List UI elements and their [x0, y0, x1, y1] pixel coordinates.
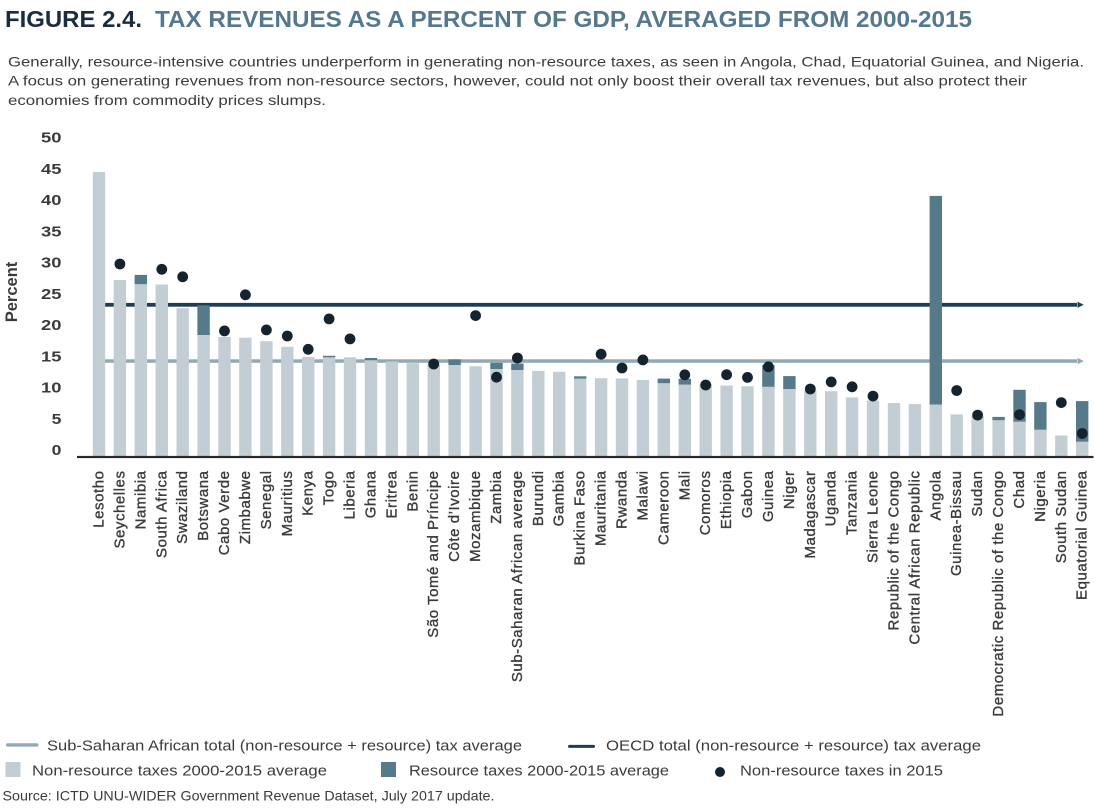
- svg-text:Botswana: Botswana: [195, 470, 212, 540]
- svg-text:TAX REVENUES AS A PERCENT OF G: TAX REVENUES AS A PERCENT OF GDP, AVERAG…: [155, 6, 972, 32]
- svg-text:Zimbabwe: Zimbabwe: [237, 471, 254, 545]
- svg-text:Nigeria: Nigeria: [1032, 470, 1049, 521]
- svg-text:35: 35: [41, 224, 62, 240]
- svg-text:Rwanda: Rwanda: [614, 470, 631, 528]
- svg-text:Niger: Niger: [781, 471, 798, 510]
- svg-text:Ghana: Ghana: [363, 470, 380, 518]
- svg-text:Republic of the Congo: Republic of the Congo: [886, 471, 903, 631]
- svg-text:Togo: Togo: [321, 471, 338, 506]
- svg-text:Swaziland: Swaziland: [174, 471, 191, 544]
- svg-text:Uganda: Uganda: [823, 470, 840, 526]
- svg-text:South Africa: South Africa: [153, 470, 170, 558]
- svg-text:Sierra Leone: Sierra Leone: [865, 471, 882, 564]
- svg-text:Guinea: Guinea: [760, 470, 777, 522]
- svg-text:45: 45: [41, 162, 62, 178]
- svg-text:Namibia: Namibia: [132, 470, 149, 529]
- svg-text:South Sudan: South Sudan: [1053, 471, 1070, 564]
- svg-text:Mauritania: Mauritania: [593, 470, 610, 546]
- svg-text:Lesotho: Lesotho: [91, 471, 108, 528]
- svg-text:Gambia: Gambia: [551, 470, 568, 526]
- svg-text:Seychelles: Seychelles: [111, 471, 128, 549]
- svg-text:Benin: Benin: [404, 471, 421, 512]
- svg-text:Liberia: Liberia: [342, 470, 359, 519]
- svg-text:Mali: Mali: [676, 471, 693, 501]
- svg-text:Kenya: Kenya: [300, 470, 317, 515]
- svg-text:Central African Republic: Central African Republic: [906, 471, 923, 645]
- svg-text:Zambia: Zambia: [488, 470, 505, 523]
- svg-text:Malawi: Malawi: [634, 471, 651, 521]
- svg-text:30: 30: [41, 256, 62, 272]
- svg-text:Non-resource taxes in 2015: Non-resource taxes in 2015: [740, 763, 943, 780]
- svg-text:40: 40: [41, 193, 62, 209]
- svg-text:Guinea-Bissau: Guinea-Bissau: [948, 471, 965, 577]
- svg-text:Sub-Saharan African total (non: Sub-Saharan African total (non-resource …: [47, 737, 522, 754]
- svg-text:Comoros: Comoros: [697, 471, 714, 536]
- svg-text:Sudan: Sudan: [969, 471, 986, 517]
- svg-text:0: 0: [52, 443, 62, 459]
- svg-text:Cameroon: Cameroon: [655, 471, 672, 545]
- svg-text:25: 25: [41, 287, 62, 303]
- svg-text:Source: ICTD UNU-WIDER Governm: Source: ICTD UNU-WIDER Government Revenu…: [3, 789, 495, 804]
- svg-text:Democratic Republic of the Con: Democratic Republic of the Congo: [990, 471, 1007, 717]
- svg-text:Gabon: Gabon: [739, 471, 756, 519]
- svg-text:Non-resource taxes 2000-2015 a: Non-resource taxes 2000-2015 average: [32, 763, 327, 780]
- svg-text:São Tomé and Príncipe: São Tomé and Príncipe: [425, 471, 442, 638]
- svg-text:Chad: Chad: [1011, 471, 1028, 509]
- svg-text:Mozambique: Mozambique: [467, 471, 484, 562]
- svg-text:Madagascar: Madagascar: [802, 471, 819, 559]
- svg-text:Percent: Percent: [3, 261, 21, 322]
- svg-text:20: 20: [41, 318, 62, 334]
- svg-text:5: 5: [52, 412, 62, 428]
- svg-text:Senegal: Senegal: [258, 471, 275, 530]
- svg-text:economies from commodity price: economies from commodity prices slumps.: [8, 93, 326, 108]
- svg-text:Ethiopia: Ethiopia: [718, 470, 735, 529]
- svg-text:Burkina Faso: Burkina Faso: [572, 471, 589, 566]
- svg-text:Mauritius: Mauritius: [279, 471, 296, 537]
- svg-text:A focus on generating revenues: A focus on generating revenues from non-…: [8, 74, 1028, 89]
- svg-text:15: 15: [41, 349, 62, 365]
- svg-text:Tanzania: Tanzania: [844, 470, 861, 535]
- svg-text:Generally, resource-intensive: Generally, resource-intensive countries …: [8, 55, 1084, 70]
- svg-text:50: 50: [41, 131, 62, 147]
- svg-text:Equatorial Guinea: Equatorial Guinea: [1074, 470, 1091, 600]
- svg-text:Cabo Verde: Cabo Verde: [216, 471, 233, 556]
- svg-text:Angola: Angola: [927, 470, 944, 520]
- svg-text:Resource taxes 2000-2015 avera: Resource taxes 2000-2015 average: [409, 763, 669, 780]
- svg-text:OECD total (non-resource + res: OECD total (non-resource + resource) tax…: [606, 737, 981, 754]
- svg-text:Côte d’Ivoire: Côte d’Ivoire: [446, 471, 463, 562]
- svg-text:FIGURE 2.4.: FIGURE 2.4.: [5, 6, 142, 32]
- svg-text:10: 10: [41, 381, 62, 397]
- svg-text:Sub-Saharan African average: Sub-Saharan African average: [509, 471, 526, 683]
- svg-text:Burundi: Burundi: [530, 471, 547, 527]
- svg-text:Eritrea: Eritrea: [383, 470, 400, 518]
